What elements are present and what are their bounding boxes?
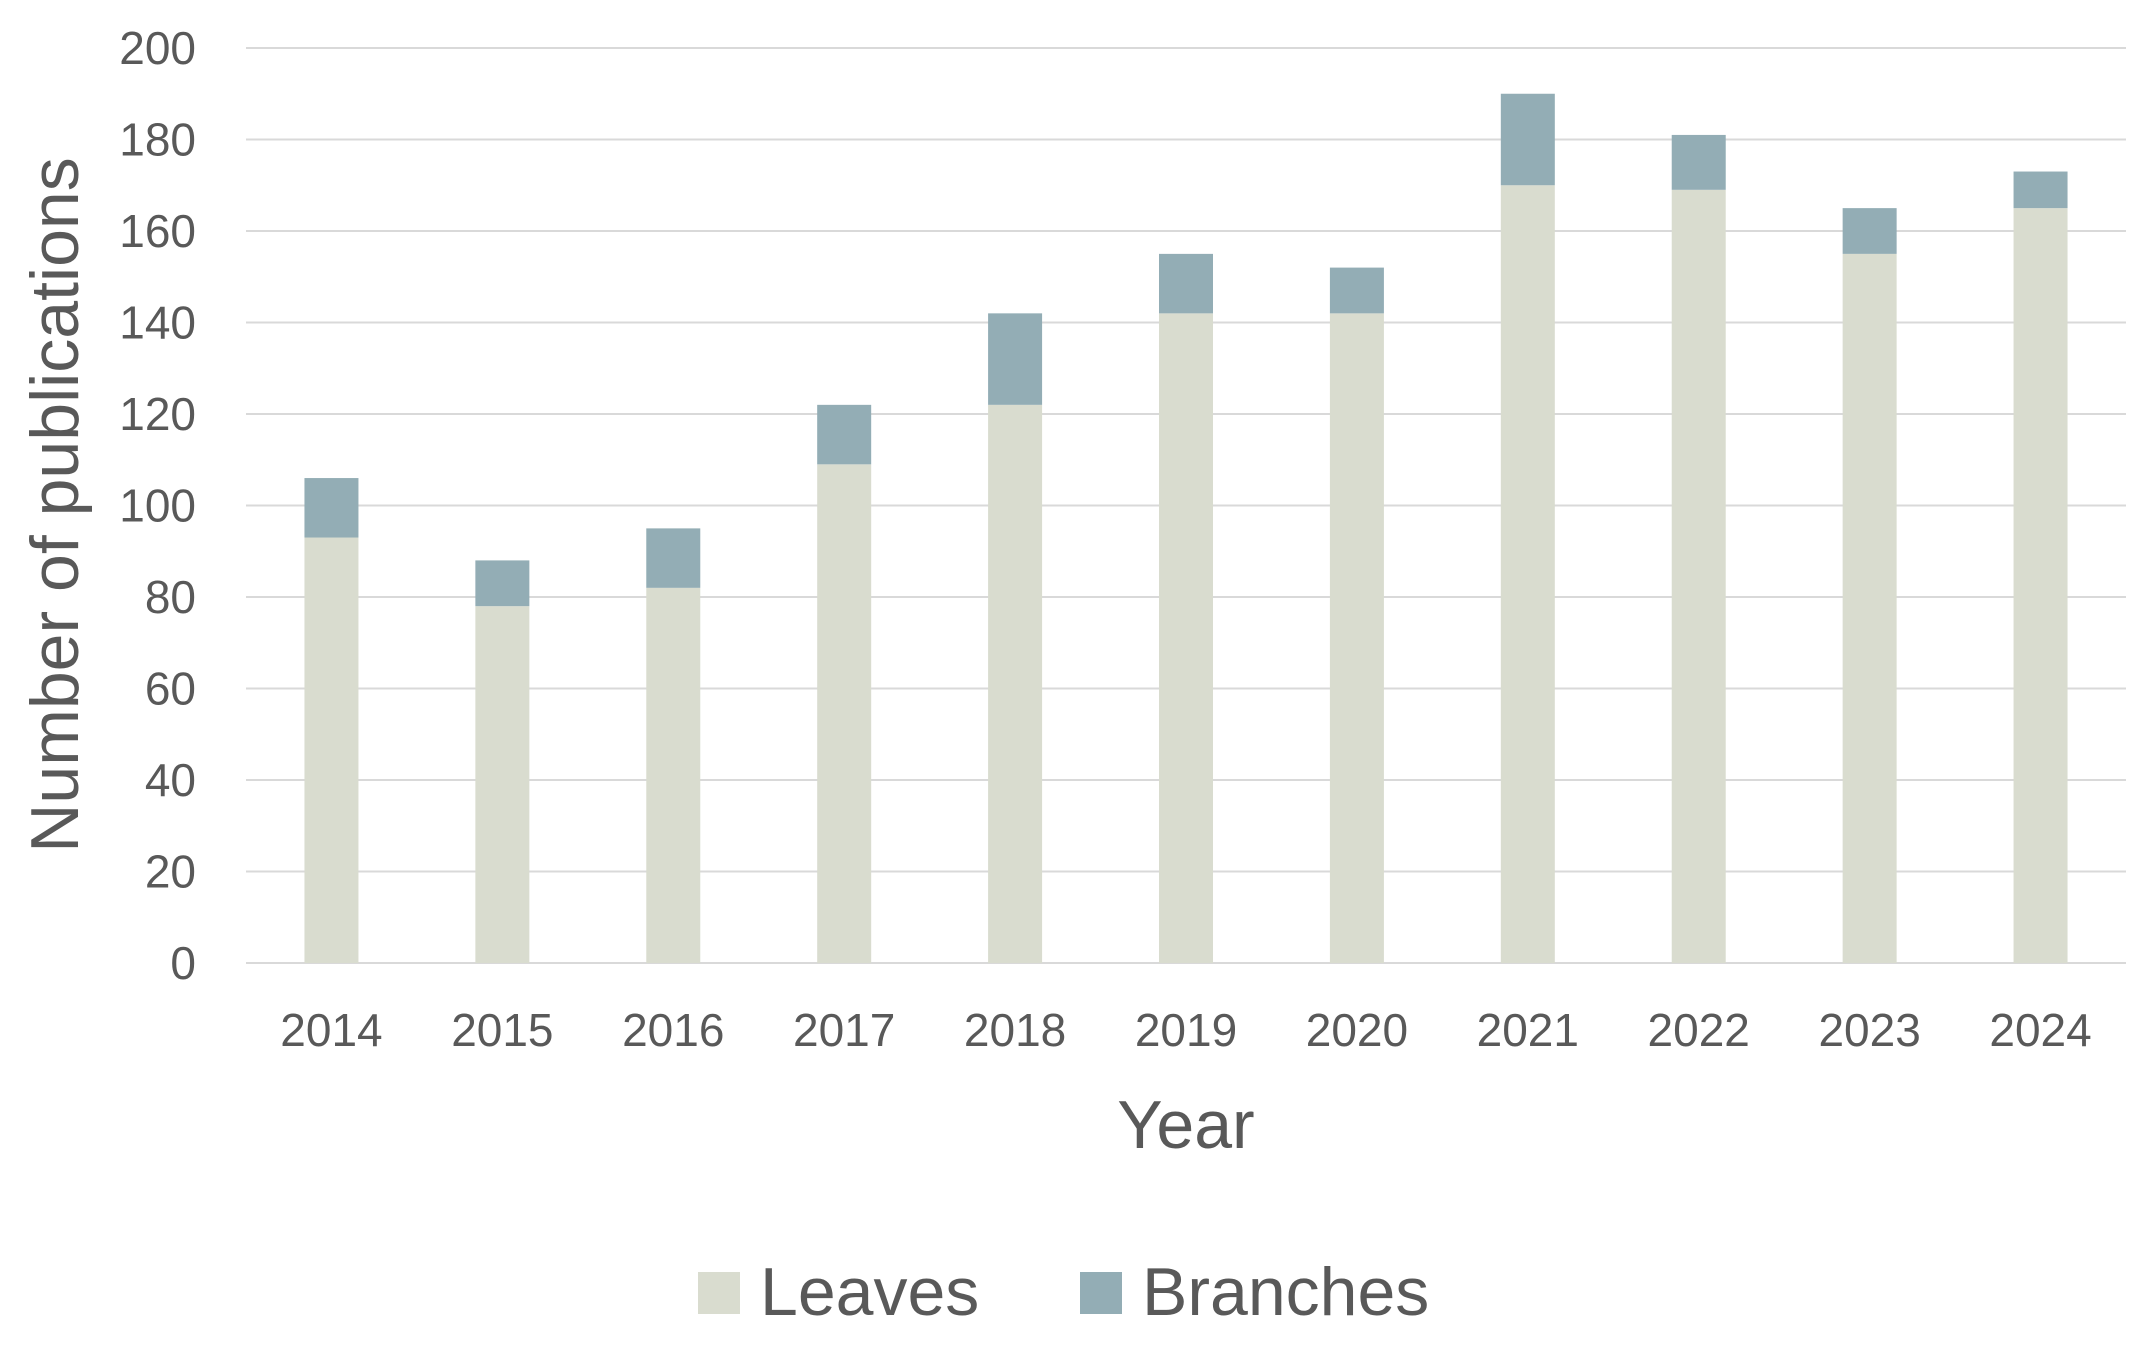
bar-leaves-2018 xyxy=(988,404,1043,964)
bar-branches-2014 xyxy=(304,478,359,538)
legend-label-branches: Branches xyxy=(1142,1254,1429,1330)
x-axis-tick-labels: 2014 2015 2016 2017 2018 2019 2020 2021 2022 2023… xyxy=(280,1004,2091,1056)
y-tick-label: 80 xyxy=(145,571,196,623)
bar-leaves-2021 xyxy=(1500,185,1555,963)
x-tick-label: 2015 xyxy=(451,1004,553,1056)
x-axis-title: Year xyxy=(1117,1087,1254,1163)
y-tick-label: 20 xyxy=(145,846,196,898)
y-axis-title: Number of publications xyxy=(17,157,93,852)
bar-leaves-2015 xyxy=(475,606,530,963)
bar-branches-2020 xyxy=(1329,267,1384,314)
y-tick-label: 200 xyxy=(119,22,196,74)
y-tick-label: 140 xyxy=(119,297,196,349)
bar-leaves-2023 xyxy=(1842,253,1897,963)
legend-label-leaves: Leaves xyxy=(760,1254,979,1330)
x-tick-label: 2017 xyxy=(793,1004,895,1056)
legend: Leaves Branches xyxy=(698,1254,1429,1330)
bar-leaves-2014 xyxy=(304,537,359,963)
bar-leaves-2019 xyxy=(1159,313,1213,964)
bar-branches-2017 xyxy=(817,404,872,465)
x-tick-label: 2014 xyxy=(280,1004,382,1056)
bar-leaves-2016 xyxy=(646,587,701,963)
bar-leaves-2017 xyxy=(817,464,872,963)
x-tick-label: 2023 xyxy=(1818,1004,1920,1056)
y-tick-label: 100 xyxy=(119,480,196,532)
y-tick-label: 60 xyxy=(145,663,196,715)
bar-leaves-2022 xyxy=(1671,189,1726,963)
y-tick-label: 160 xyxy=(119,205,196,257)
y-tick-label: 40 xyxy=(145,754,196,806)
bar-branches-2023 xyxy=(1842,208,1897,254)
bar-branches-2024 xyxy=(2013,171,2068,209)
x-tick-label: 2018 xyxy=(964,1004,1066,1056)
bar-branches-2022 xyxy=(1671,134,1726,190)
x-tick-label: 2020 xyxy=(1306,1004,1408,1056)
legend-swatch-leaves xyxy=(698,1272,740,1314)
x-tick-label: 2019 xyxy=(1135,1004,1237,1056)
bar-branches-2016 xyxy=(646,528,701,588)
x-tick-label: 2016 xyxy=(622,1004,724,1056)
bar-branches-2018 xyxy=(988,313,1043,405)
y-tick-label: 120 xyxy=(119,388,196,440)
y-axis-tick-labels: 0 20 40 60 80 100 120 140 160 180 200 xyxy=(119,22,196,989)
bar-branches-2021 xyxy=(1500,93,1555,186)
bar-branches-2015 xyxy=(475,560,530,607)
x-tick-label: 2024 xyxy=(1989,1004,2091,1056)
legend-swatch-branches xyxy=(1080,1272,1122,1314)
bar-leaves-2020 xyxy=(1329,313,1384,964)
bars xyxy=(304,93,2068,964)
x-tick-label: 2022 xyxy=(1648,1004,1750,1056)
bar-leaves-2024 xyxy=(2013,208,2068,963)
y-tick-label: 180 xyxy=(119,114,196,166)
y-tick-label: 0 xyxy=(170,937,196,989)
bar-branches-2019 xyxy=(1159,253,1213,314)
x-tick-label: 2021 xyxy=(1477,1004,1579,1056)
